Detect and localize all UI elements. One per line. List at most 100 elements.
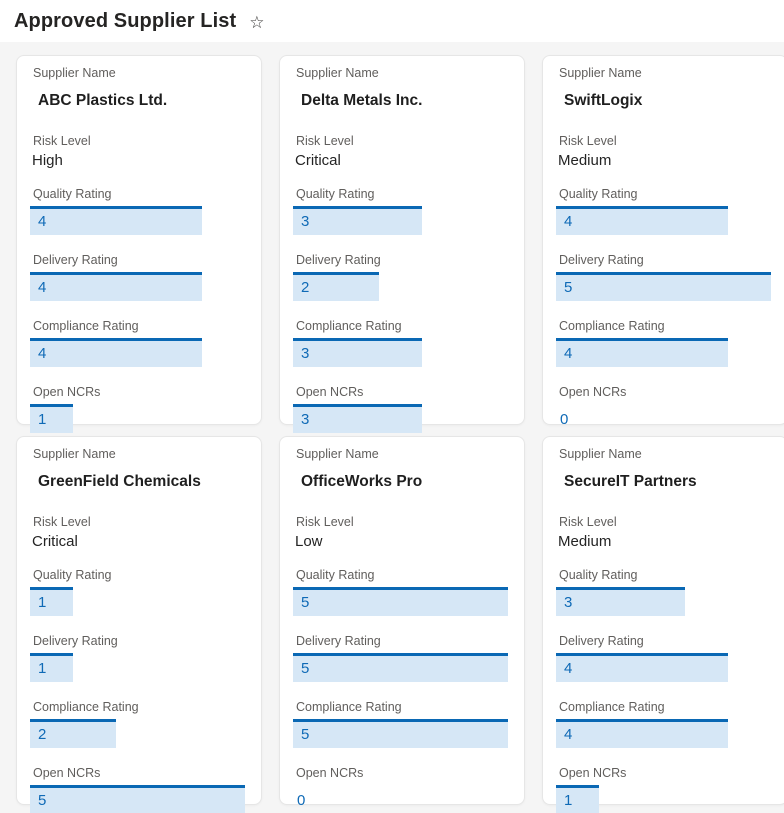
risk-level-value: Critical (295, 152, 341, 169)
delivery-rating-label: Delivery Rating (33, 253, 118, 267)
quality-rating-value: 5 (301, 593, 310, 611)
open-ncrs-value: 1 (38, 411, 47, 428)
compliance-rating-label: Compliance Rating (33, 699, 139, 714)
risk-level-label: Risk Level (33, 514, 91, 529)
supplier-name-label: Supplier Name (33, 66, 116, 80)
open-ncrs-bar: 0 (556, 407, 771, 433)
delivery-rating-label: Delivery Rating (296, 253, 381, 267)
risk-level-label: Risk Level (296, 514, 354, 529)
delivery-rating-value: 4 (38, 279, 47, 296)
risk-level-value: Critical (32, 532, 78, 550)
compliance-rating-bar: 4 (556, 338, 728, 367)
open-ncrs-label: Open NCRs (33, 385, 101, 399)
supplier-name-value: ABC Plastics Ltd. (38, 92, 168, 109)
supplier-card-gallery: Supplier Name ABC Plastics Ltd. Risk Lev… (0, 42, 784, 813)
quality-rating-value: 4 (564, 213, 573, 230)
quality-rating-bar: 4 (556, 206, 728, 235)
delivery-rating-bar: 1 (30, 652, 73, 682)
delivery-rating-bar: 4 (556, 652, 728, 682)
open-ncrs-label: Open NCRs (559, 385, 627, 399)
risk-level-label: Risk Level (559, 134, 617, 148)
compliance-rating-bar: 2 (30, 718, 116, 748)
delivery-rating-value: 5 (564, 279, 573, 296)
supplier-name-label: Supplier Name (296, 66, 379, 80)
quality-rating-label: Quality Rating (33, 187, 112, 201)
supplier-name-value: OfficeWorks Pro (301, 472, 423, 490)
open-ncrs-value: 5 (38, 791, 47, 809)
compliance-rating-value: 4 (564, 725, 573, 743)
delivery-rating-label: Delivery Rating (559, 633, 644, 648)
delivery-rating-value: 5 (301, 659, 310, 677)
supplier-card[interactable]: Supplier Name SecureIT Partners Risk Lev… (542, 435, 784, 813)
supplier-name-label: Supplier Name (296, 446, 379, 461)
compliance-rating-bar: 3 (293, 338, 422, 367)
quality-rating-bar: 3 (556, 586, 685, 616)
open-ncrs-bar: 1 (30, 404, 73, 433)
open-ncrs-label: Open NCRs (33, 765, 101, 780)
open-ncrs-label: Open NCRs (296, 765, 364, 780)
open-ncrs-bar: 5 (30, 784, 245, 813)
open-ncrs-value: 3 (301, 411, 310, 428)
compliance-rating-value: 4 (564, 345, 573, 362)
compliance-rating-label: Compliance Rating (33, 319, 139, 333)
supplier-card[interactable]: Supplier Name Delta Metals Inc. Risk Lev… (279, 55, 525, 433)
header: Approved Supplier List ☆ (0, 0, 784, 42)
compliance-rating-label: Compliance Rating (559, 319, 665, 333)
compliance-rating-label: Compliance Rating (296, 699, 402, 714)
delivery-rating-label: Delivery Rating (559, 253, 644, 267)
quality-rating-label: Quality Rating (559, 187, 638, 201)
quality-rating-value: 3 (564, 593, 573, 611)
open-ncrs-value: 0 (560, 411, 569, 428)
supplier-card[interactable]: Supplier Name OfficeWorks Pro Risk Level… (279, 435, 525, 809)
supplier-card[interactable]: Supplier Name GreenField Chemicals Risk … (16, 435, 262, 813)
compliance-rating-value: 4 (38, 345, 47, 362)
quality-rating-value: 4 (38, 213, 47, 230)
compliance-rating-value: 5 (301, 725, 310, 743)
supplier-name-label: Supplier Name (33, 446, 116, 461)
compliance-rating-bar: 4 (556, 718, 728, 748)
risk-level-value: High (32, 152, 63, 169)
delivery-rating-bar: 5 (293, 652, 508, 682)
delivery-rating-value: 4 (564, 659, 573, 677)
open-ncrs-value: 0 (297, 791, 306, 809)
supplier-name-value: SecureIT Partners (564, 472, 697, 490)
quality-rating-bar: 5 (293, 586, 508, 616)
quality-rating-value: 3 (301, 213, 310, 230)
risk-level-label: Risk Level (33, 134, 91, 148)
supplier-name-label: Supplier Name (559, 446, 642, 461)
compliance-rating-value: 2 (38, 725, 47, 743)
risk-level-value: Low (295, 532, 323, 550)
delivery-rating-value: 2 (301, 279, 310, 296)
supplier-card[interactable]: Supplier Name SwiftLogix Risk Level Medi… (542, 55, 784, 428)
delivery-rating-label: Delivery Rating (296, 633, 381, 648)
risk-level-label: Risk Level (296, 134, 354, 148)
delivery-rating-bar: 4 (30, 272, 202, 301)
quality-rating-label: Quality Rating (296, 187, 375, 201)
supplier-card[interactable]: Supplier Name ABC Plastics Ltd. Risk Lev… (16, 55, 262, 433)
supplier-name-value: GreenField Chemicals (38, 472, 201, 490)
compliance-rating-value: 3 (301, 345, 310, 362)
open-ncrs-bar: 3 (293, 404, 422, 433)
supplier-name-value: SwiftLogix (564, 92, 643, 109)
quality-rating-label: Quality Rating (33, 567, 112, 582)
risk-level-value: Medium (558, 152, 612, 169)
quality-rating-value: 1 (38, 593, 47, 611)
delivery-rating-bar: 5 (556, 272, 771, 301)
quality-rating-label: Quality Rating (559, 567, 638, 582)
compliance-rating-label: Compliance Rating (559, 699, 665, 714)
supplier-name-label: Supplier Name (559, 66, 642, 80)
risk-level-label: Risk Level (559, 514, 617, 529)
compliance-rating-bar: 5 (293, 718, 508, 748)
delivery-rating-label: Delivery Rating (33, 633, 118, 648)
quality-rating-bar: 4 (30, 206, 202, 235)
compliance-rating-bar: 4 (30, 338, 202, 367)
delivery-rating-value: 1 (38, 659, 47, 677)
quality-rating-bar: 3 (293, 206, 422, 235)
delivery-rating-bar: 2 (293, 272, 379, 301)
follow-star-icon[interactable]: ☆ (249, 12, 265, 32)
open-ncrs-bar: 0 (293, 788, 508, 813)
supplier-name-value: Delta Metals Inc. (301, 92, 423, 109)
open-ncrs-value: 1 (564, 791, 573, 809)
page-title: Approved Supplier List (14, 9, 237, 32)
quality-rating-label: Quality Rating (296, 567, 375, 582)
